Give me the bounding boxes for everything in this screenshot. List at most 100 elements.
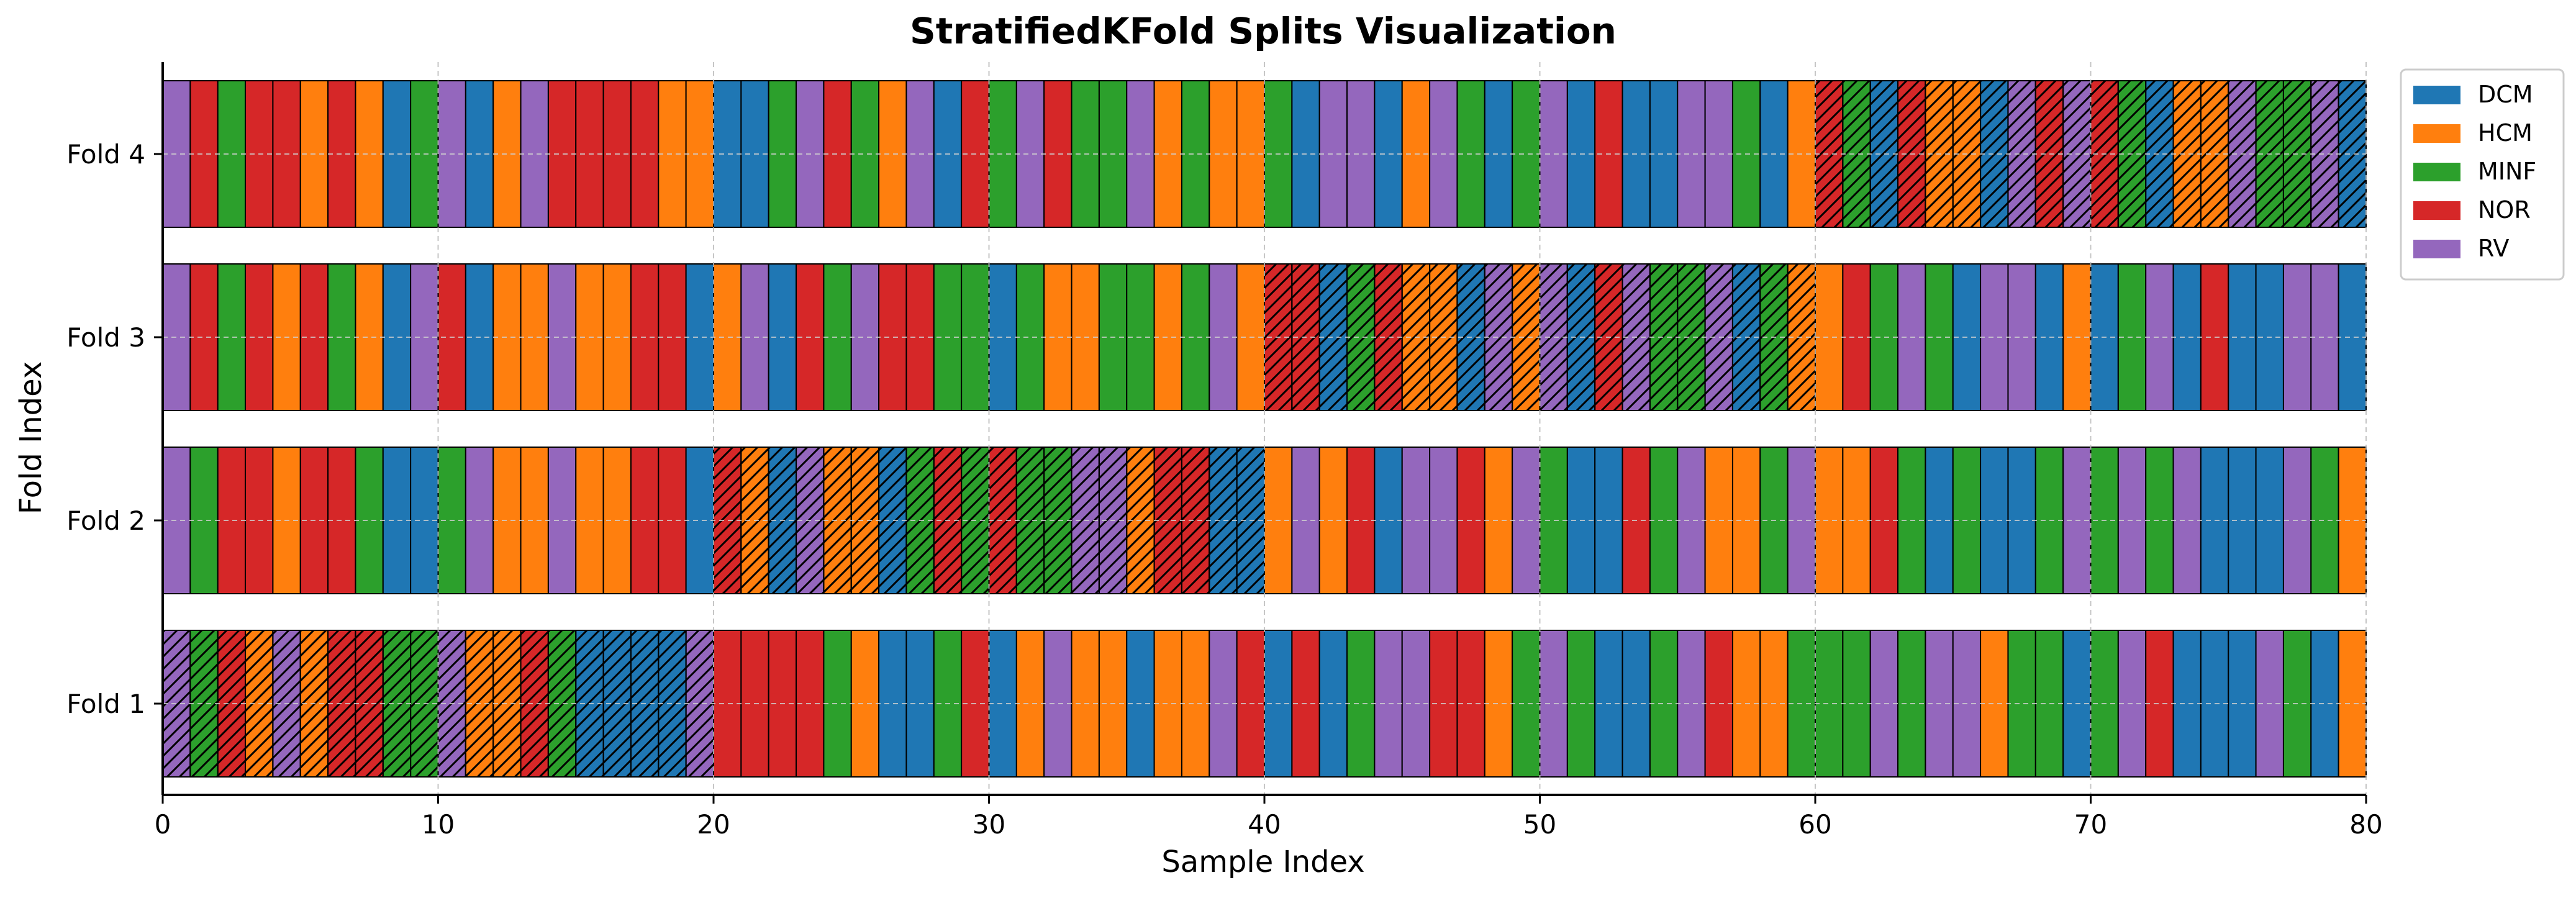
- x-tick-label: 60: [1798, 809, 1831, 840]
- bar-sample: [547, 263, 577, 411]
- bar-sample: [1374, 630, 1403, 778]
- bar-test-hatch: [1649, 263, 1679, 411]
- legend-swatch: [2413, 240, 2460, 258]
- bar-test-hatch: [2007, 80, 2036, 228]
- legend: DCM HCM MINF NOR RV: [2400, 68, 2565, 281]
- bar-sample: [2172, 630, 2202, 778]
- bars: [162, 62, 2367, 795]
- bar-sample: [520, 263, 549, 411]
- bar-sample: [1484, 80, 1513, 228]
- bar-sample: [2007, 630, 2036, 778]
- legend-swatch: [2413, 201, 2460, 220]
- bar-sample: [1015, 263, 1045, 411]
- bar-sample: [217, 263, 247, 411]
- x-tick-label: 80: [2349, 809, 2382, 840]
- legend-box: [2400, 68, 2565, 281]
- bar-sample: [2007, 263, 2036, 411]
- legend-label: DCM: [2478, 81, 2533, 108]
- bar-sample: [1346, 447, 1376, 594]
- bar-sample: [1346, 630, 1376, 778]
- bar-sample: [2338, 630, 2367, 778]
- x-tick-label: 50: [1523, 809, 1556, 840]
- bar-sample: [2310, 630, 2339, 778]
- x-axis-label: Sample Index: [1161, 845, 1364, 879]
- legend-label: HCM: [2478, 119, 2533, 147]
- bar-sample: [355, 447, 384, 594]
- bar-sample: [685, 447, 715, 594]
- bar-sample: [2338, 263, 2367, 411]
- bar-sample: [547, 80, 577, 228]
- y-tick-label: Fold 4: [66, 139, 145, 170]
- bar-sample: [1512, 447, 1541, 594]
- legend-label: RV: [2478, 235, 2509, 262]
- x-tick-label: 70: [2074, 809, 2107, 840]
- bar-sample: [189, 80, 219, 228]
- bar-test-hatch: [1015, 447, 1045, 594]
- chart-title: StratifiedKFold Splits Visualization: [910, 10, 1617, 52]
- bar-sample: [850, 263, 880, 411]
- bar-sample: [2172, 263, 2202, 411]
- bar-sample: [1015, 630, 1045, 778]
- bar-sample: [1015, 80, 1045, 228]
- x-tick-label: 40: [1248, 809, 1281, 840]
- bar-test-hatch: [1677, 263, 1706, 411]
- bar-sample: [850, 630, 880, 778]
- bar-test-hatch: [217, 630, 247, 778]
- bar-sample: [1980, 630, 2009, 778]
- bar-sample: [1815, 263, 1844, 411]
- x-tick-label: 20: [697, 809, 730, 840]
- bar-sample: [850, 80, 880, 228]
- bar-sample: [1842, 447, 1871, 594]
- bar-sample: [1842, 630, 1871, 778]
- bar-sample: [2172, 447, 2202, 594]
- legend-label: NOR: [2478, 196, 2531, 224]
- bar-test-hatch: [2172, 80, 2202, 228]
- bar-test-hatch: [2310, 80, 2339, 228]
- bar-sample: [1484, 447, 1513, 594]
- bar-test-hatch: [685, 630, 715, 778]
- bar-sample: [189, 263, 219, 411]
- legend-label: MINF: [2478, 158, 2536, 185]
- bar-sample: [1181, 80, 1210, 228]
- bar-test-hatch: [1842, 80, 1871, 228]
- bar-sample: [685, 263, 715, 411]
- bar-sample: [2007, 447, 2036, 594]
- bar-sample: [1677, 630, 1706, 778]
- bar-sample: [520, 80, 549, 228]
- bar-sample: [1512, 630, 1541, 778]
- bar-test-hatch: [1346, 263, 1376, 411]
- y-axis-label: Fold Index: [14, 361, 48, 514]
- bar-test-hatch: [1512, 263, 1541, 411]
- bar-test-hatch: [1181, 447, 1210, 594]
- bar-sample: [2145, 447, 2174, 594]
- legend-swatch: [2413, 124, 2460, 143]
- bar-sample: [1980, 447, 2009, 594]
- bar-sample: [1649, 80, 1679, 228]
- legend-swatch: [2413, 163, 2460, 181]
- y-tick-label: Fold 1: [66, 689, 145, 719]
- bar-sample: [355, 80, 384, 228]
- bar-test-hatch: [520, 630, 549, 778]
- bar-sample: [217, 80, 247, 228]
- bar-sample: [1512, 80, 1541, 228]
- bar-test-hatch: [2338, 80, 2367, 228]
- bar-test-hatch: [355, 630, 384, 778]
- bar-sample: [1677, 80, 1706, 228]
- bar-sample: [1346, 80, 1376, 228]
- bar-sample: [355, 263, 384, 411]
- x-tick-label: 30: [973, 809, 1005, 840]
- y-tick-label: Fold 2: [66, 506, 145, 536]
- legend-swatch: [2413, 86, 2460, 104]
- bar-sample: [1484, 630, 1513, 778]
- bar-sample: [2338, 447, 2367, 594]
- bar-sample: [685, 80, 715, 228]
- bar-sample: [1842, 263, 1871, 411]
- bar-sample: [1181, 263, 1210, 411]
- bar-sample: [520, 447, 549, 594]
- x-tick-label: 10: [422, 809, 455, 840]
- x-tick-label: 0: [155, 809, 171, 840]
- bar-test-hatch: [189, 630, 219, 778]
- bar-test-hatch: [1815, 80, 1844, 228]
- axes: 0 10 20 30 40 50 60 70 80 Fold 1 Fold 2 Fold 3 Fold …: [66, 62, 2383, 840]
